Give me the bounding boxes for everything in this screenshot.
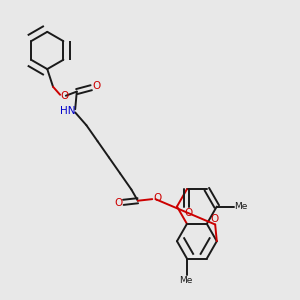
Text: O: O (210, 214, 218, 224)
Text: Me: Me (234, 202, 248, 211)
Text: Me: Me (178, 276, 192, 285)
Text: HN: HN (60, 106, 76, 116)
Text: O: O (61, 92, 69, 101)
Text: O: O (92, 81, 101, 92)
Text: O: O (153, 193, 161, 203)
Text: O: O (114, 198, 122, 208)
Text: O: O (184, 208, 192, 218)
